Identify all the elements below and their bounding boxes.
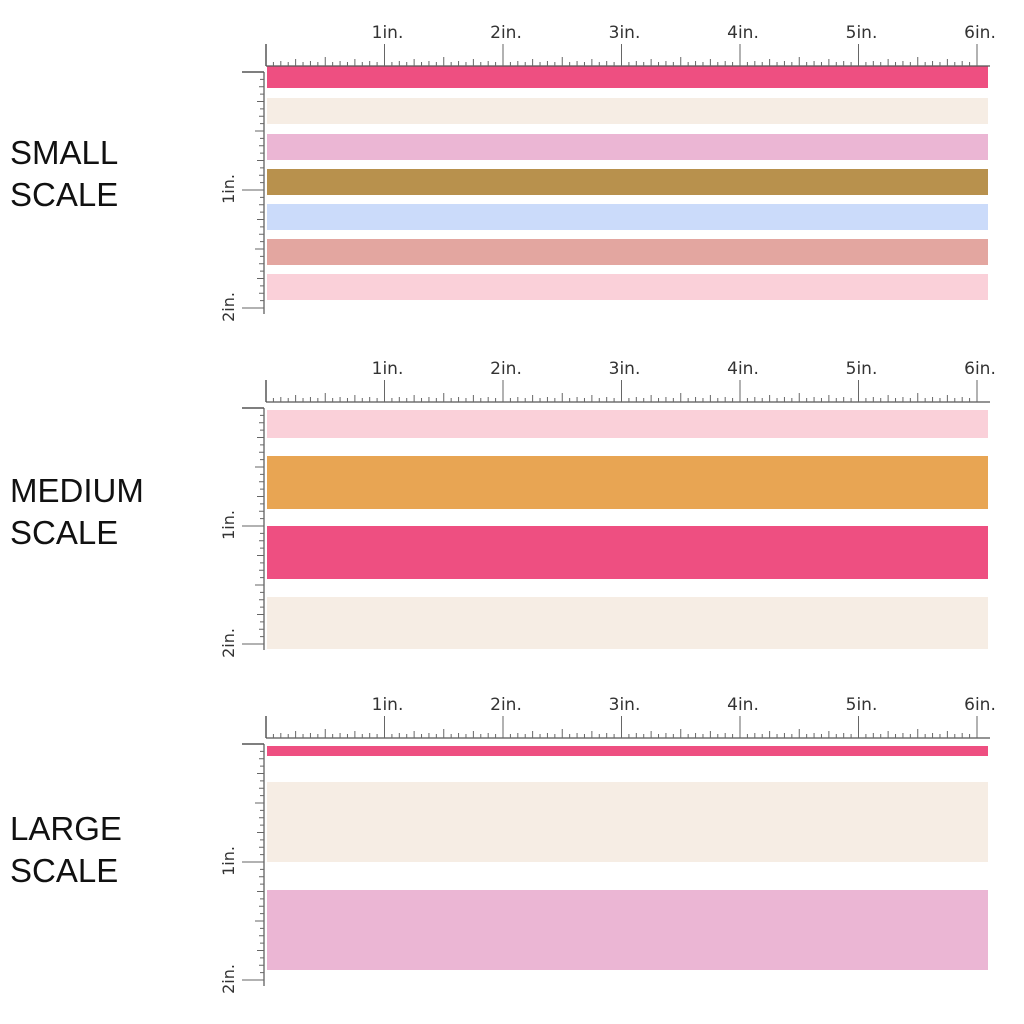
stripe-4 [267, 597, 988, 649]
side-ruler-label: 2in. [219, 964, 238, 994]
side-ruler-label: 1in. [219, 174, 238, 204]
scale-label-line2: SCALE [10, 514, 119, 551]
top-ruler-label: 1in. [372, 23, 404, 43]
side-ruler-label: 1in. [219, 510, 238, 540]
top-ruler-label: 5in. [846, 23, 878, 43]
large-scale-ruler: 1in. 2in. 3in. 4in. 5in. 6in. 1in. 2in. [219, 695, 996, 994]
stripe-2 [267, 782, 988, 862]
scale-label-line1: MEDIUM [10, 472, 144, 509]
stripe-1 [267, 410, 988, 438]
small-scale-label: SMALL SCALE [10, 132, 118, 216]
top-ruler-label: 4in. [727, 695, 759, 715]
stripe-4 [267, 169, 988, 195]
top-ruler-label: 3in. [609, 695, 641, 715]
large-scale-block: LARGE SCALE 1in. 2in. 3in. 4in. 5in. 6in. 1in.… [0, 672, 1024, 1002]
stripe-3 [267, 526, 988, 579]
top-ruler-label: 5in. [846, 695, 878, 715]
top-ruler-label: 3in. [609, 359, 641, 379]
scale-label-line2: SCALE [10, 176, 119, 213]
medium-scale-block: MEDIUM SCALE 1in. 2in. 3in. 4in. 5in. 6in. 1in… [0, 336, 1024, 666]
side-ruler-label: 2in. [219, 292, 238, 322]
top-ruler-label: 1in. [372, 695, 404, 715]
stripe-5 [267, 204, 988, 230]
top-ruler-label: 2in. [490, 359, 522, 379]
top-ruler-label: 3in. [609, 23, 641, 43]
top-ruler-label: 6in. [964, 695, 996, 715]
stripe-3 [267, 890, 988, 970]
stripe-2 [267, 456, 988, 509]
side-ruler-label: 1in. [219, 846, 238, 876]
medium-scale-ruler: 1in. 2in. 3in. 4in. 5in. 6in. 1in. 2in. [219, 359, 996, 658]
scale-label-line1: LARGE [10, 810, 122, 847]
top-ruler-label: 6in. [964, 23, 996, 43]
medium-scale-label: MEDIUM SCALE [10, 470, 144, 554]
top-ruler-label: 5in. [846, 359, 878, 379]
stripe-3 [267, 134, 988, 160]
top-ruler-label: 2in. [490, 695, 522, 715]
stripe-6 [267, 239, 988, 265]
top-ruler-label: 6in. [964, 359, 996, 379]
side-ruler-label: 2in. [219, 628, 238, 658]
scale-label-line1: SMALL [10, 134, 119, 171]
stripe-2 [267, 98, 988, 124]
top-ruler-label: 4in. [727, 359, 759, 379]
stripe-7 [267, 274, 988, 300]
scale-label-line2: SCALE [10, 852, 119, 889]
top-ruler-label: 1in. [372, 359, 404, 379]
small-scale-ruler: 1in. 2in. 3in. 4in. 5in. 6in. 1in. 2in. [219, 23, 996, 322]
stripe-1 [267, 66, 988, 88]
top-ruler-label: 4in. [727, 23, 759, 43]
stripe-1 [267, 746, 988, 756]
large-scale-label: LARGE SCALE [10, 808, 122, 892]
top-ruler-label: 2in. [490, 23, 522, 43]
small-scale-block: SMALL SCALE 1in. 2in. 3in. 4in. 5in. 6in. 1in.… [0, 0, 1024, 330]
